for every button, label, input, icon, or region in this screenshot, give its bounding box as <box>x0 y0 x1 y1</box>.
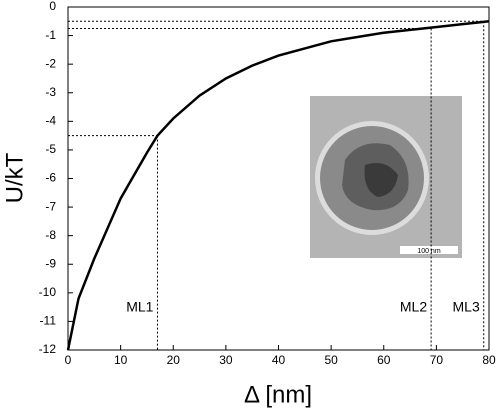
x-tick-label: 60 <box>377 353 391 367</box>
y-tick-label: -4 <box>45 114 56 128</box>
inset-blob-dark <box>364 162 398 197</box>
y-tick-label: 0 <box>49 0 56 13</box>
y-axis-label: U/kT <box>1 152 28 203</box>
x-tick-label: 0 <box>65 353 72 367</box>
y-tick-label: -3 <box>45 85 56 99</box>
y-tick-label: -10 <box>39 285 57 299</box>
x-tick-label: 50 <box>324 353 338 367</box>
inset-scale-label: 100 nm <box>417 248 441 255</box>
x-tick-label: 10 <box>114 353 128 367</box>
y-tick-label: -11 <box>40 314 57 328</box>
x-tick-label: 80 <box>482 353 496 367</box>
y-tick-label: -5 <box>45 142 56 156</box>
marker-label: ML3 <box>453 299 480 315</box>
inset-image: 100 nm <box>310 96 462 258</box>
marker-label: ML1 <box>126 299 153 315</box>
x-axis-label: Δ [nm] <box>244 381 312 408</box>
y-tick-label: -2 <box>45 56 56 70</box>
y-tick-label: -8 <box>45 228 56 242</box>
marker-label: ML2 <box>400 299 427 315</box>
inset-scale-bar <box>400 246 458 254</box>
curve <box>66 20 490 351</box>
y-tick-label: -6 <box>45 171 56 185</box>
y-tick-label: -1 <box>45 28 56 42</box>
x-tick-label: 70 <box>430 353 444 367</box>
y-tick-label: -9 <box>45 256 56 270</box>
x-tick-label: 20 <box>167 353 181 367</box>
y-tick-label: -7 <box>45 199 56 213</box>
x-tick-label: 40 <box>272 353 286 367</box>
x-tick-label: 30 <box>219 353 233 367</box>
y-tick-label: -12 <box>39 342 57 356</box>
